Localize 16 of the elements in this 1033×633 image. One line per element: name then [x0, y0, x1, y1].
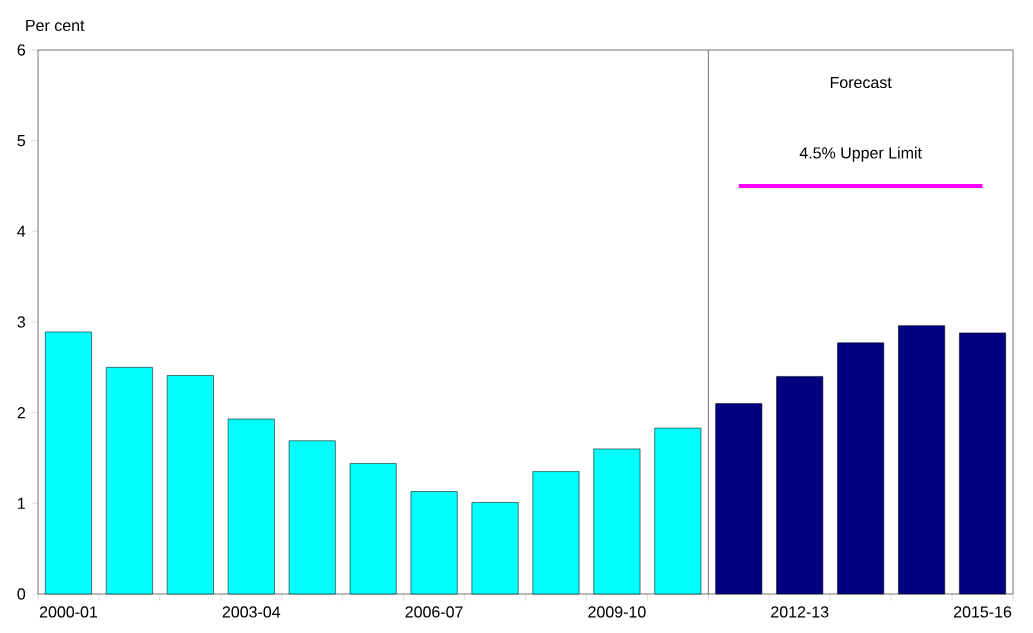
- y-tick-label: 3: [17, 316, 26, 328]
- x-tick-label: 2000-01: [39, 606, 98, 618]
- y-tick-label: 0: [17, 588, 26, 600]
- annotation: Forecast: [830, 76, 892, 89]
- y-tick-label: 2: [17, 407, 25, 419]
- y-tick-label: 6: [17, 44, 26, 56]
- x-tick-label: 2015-16: [953, 606, 1012, 618]
- series-label: 4.5% Upper Limit: [799, 146, 922, 162]
- y-tick-label: 4: [17, 225, 26, 237]
- y-tick-label: 1: [18, 497, 25, 509]
- x-tick-label: 2003-04: [222, 606, 281, 618]
- y-tick-label: 5: [17, 135, 26, 147]
- y-axis-title: Per cent: [26, 19, 85, 32]
- x-tick-label: 2009-10: [588, 606, 646, 618]
- x-tick-label: 2006-07: [405, 606, 463, 618]
- x-tick-label: 2012-13: [771, 606, 829, 618]
